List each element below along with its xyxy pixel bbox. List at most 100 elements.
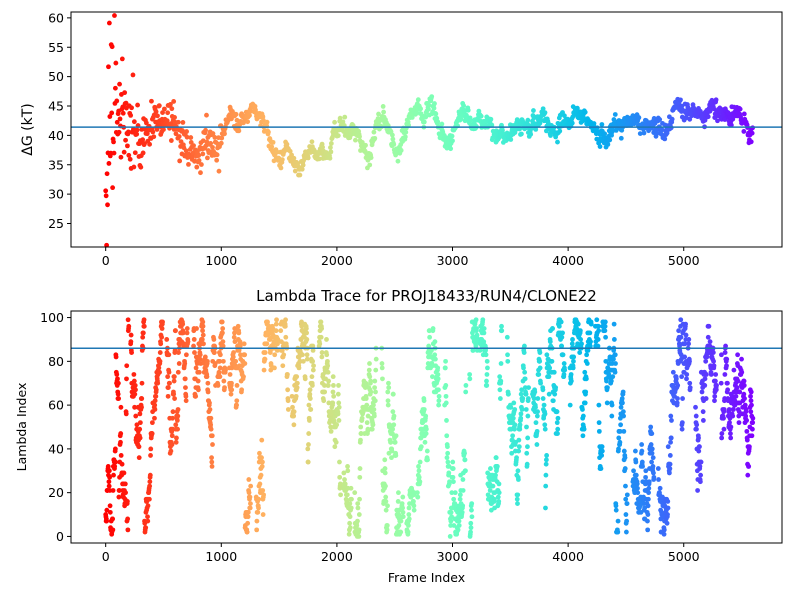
lambda-point	[588, 339, 593, 345]
lambda-point	[721, 407, 727, 412]
lambda-point	[133, 413, 139, 419]
lambda-point	[436, 393, 442, 399]
lambda-point	[257, 481, 263, 487]
lambda-point	[283, 317, 288, 323]
delta-g-point	[118, 154, 124, 160]
lambda-point	[199, 337, 205, 342]
delta-g-point	[448, 146, 454, 152]
delta-g-point	[165, 110, 171, 116]
lambda-point	[606, 372, 612, 377]
lambda-point	[116, 380, 121, 386]
lambda-point	[153, 393, 159, 399]
lambda-point	[713, 378, 718, 384]
lambda-point	[645, 512, 651, 517]
lambda-point	[533, 420, 539, 426]
lambda-point	[396, 490, 401, 496]
lambda-point	[526, 385, 531, 390]
lambda-point	[517, 422, 523, 428]
lambda-point	[324, 337, 329, 342]
delta-g-point	[103, 188, 109, 194]
lambda-point	[739, 356, 744, 362]
lambda-point	[260, 488, 266, 493]
lambda-point	[742, 396, 747, 401]
lambda-point	[110, 488, 116, 493]
lambda-point	[646, 490, 651, 496]
lambda-point	[411, 503, 417, 509]
lambda-point	[469, 501, 475, 506]
lambda-point	[265, 319, 270, 325]
lambda-point	[468, 525, 474, 531]
lambda-point	[700, 409, 706, 415]
lambda-point	[217, 374, 223, 380]
lambda-point	[515, 492, 521, 498]
delta-g-point	[236, 128, 242, 134]
lambda-point	[202, 354, 208, 360]
lambda-point	[234, 383, 240, 388]
lambda-point	[426, 328, 432, 334]
lambda-point	[244, 529, 250, 535]
lambda-point	[611, 356, 616, 362]
lambda-point	[348, 505, 354, 511]
lambda-point	[748, 389, 754, 395]
delta-g-point	[462, 109, 467, 114]
lambda-point	[382, 457, 388, 463]
delta-g-point	[161, 127, 166, 132]
lambda-point	[147, 479, 153, 485]
lambda-point	[246, 477, 252, 482]
lambda-point	[684, 372, 690, 377]
delta-g-point	[398, 148, 404, 153]
delta-g-point	[519, 131, 524, 137]
lambda-point	[649, 459, 654, 465]
lambda-point	[615, 529, 621, 535]
lambda-point	[175, 407, 181, 412]
lambda-point	[588, 321, 594, 327]
lambda-point	[256, 496, 262, 502]
delta-g-point	[582, 109, 588, 115]
lambda-point	[436, 402, 442, 408]
lambda-point	[285, 387, 291, 393]
lambda-point	[242, 361, 248, 366]
delta-g-point	[292, 168, 298, 174]
lambda-point	[209, 464, 215, 469]
delta-g-point	[279, 157, 285, 163]
delta-g-x-tick-label: 0	[102, 253, 110, 268]
lambda-point	[275, 337, 281, 342]
lambda-point	[609, 413, 615, 419]
lambda-point	[139, 396, 145, 401]
lambda-point	[474, 326, 479, 331]
delta-g-point	[194, 164, 200, 170]
lambda-point	[155, 380, 161, 386]
lambda-point	[219, 319, 225, 325]
delta-g-point	[180, 128, 185, 133]
lambda-point	[303, 326, 309, 331]
delta-g-point	[335, 133, 341, 139]
lambda-point	[463, 383, 469, 388]
delta-g-point	[531, 108, 536, 113]
lambda-point	[300, 358, 306, 364]
lambda-point	[687, 358, 692, 364]
lambda-point	[524, 424, 529, 430]
lambda-point	[227, 372, 233, 377]
lambda-point	[622, 466, 628, 471]
delta-g-point	[205, 155, 210, 161]
lambda-point	[620, 389, 626, 395]
delta-g-point	[241, 120, 246, 126]
lambda-point	[358, 424, 364, 430]
lambda-point	[430, 326, 436, 331]
lambda-point	[119, 461, 125, 467]
lambda-point	[512, 422, 518, 428]
lambda-point	[741, 378, 747, 384]
lambda-point	[728, 435, 734, 441]
lambda-point	[649, 450, 655, 456]
lambda-point	[485, 492, 491, 498]
lambda-point	[392, 439, 398, 445]
delta-g-point	[162, 106, 167, 112]
lambda-point	[125, 516, 131, 522]
delta-g-point	[106, 20, 112, 26]
delta-g-point	[431, 105, 437, 111]
lambda-point	[596, 402, 602, 408]
delta-g-point	[605, 142, 611, 147]
lambda-point	[533, 404, 538, 410]
lambda-point	[683, 332, 689, 338]
lambda-point	[281, 352, 287, 358]
